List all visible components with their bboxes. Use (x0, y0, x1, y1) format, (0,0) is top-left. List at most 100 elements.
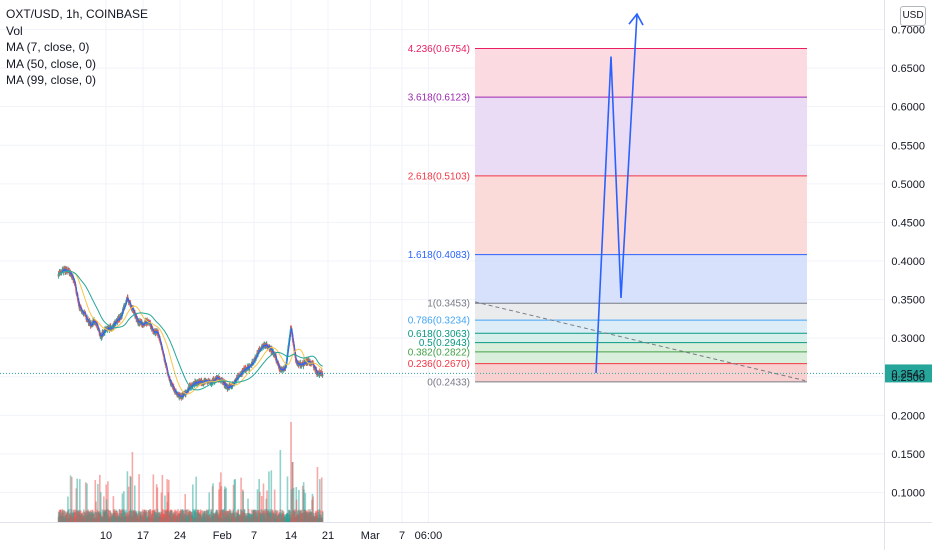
volume-bar (69, 475, 72, 522)
x-tick-label: 10 (100, 530, 112, 542)
fib-band (475, 254, 807, 304)
volume-bar (107, 510, 110, 522)
volume-bar (84, 482, 87, 522)
legend-ma7[interactable]: MA (7, close, 0) (6, 40, 90, 54)
volume-bar (93, 511, 95, 522)
volume-bar (99, 492, 102, 522)
x-tick-label: 17 (137, 530, 149, 542)
y-tick-label: 0.6000 (891, 102, 925, 114)
volume-bar (152, 474, 155, 522)
legend-ma50[interactable]: MA (50, close, 0) (6, 56, 97, 71)
volume-bar (86, 483, 88, 522)
candle-body (75, 290, 78, 293)
volume-bar (268, 471, 270, 522)
candle-body (225, 386, 227, 387)
x-tick-label: 06:00 (415, 530, 443, 542)
volume-bar (67, 496, 69, 522)
volume-bar (184, 494, 187, 522)
volume-bar (138, 474, 140, 522)
volume-bar (192, 484, 194, 522)
fibonacci-retracement[interactable]: 0(0.2433) 0.236(0.2670)0.382(0.2822)0.5(0… (408, 44, 807, 388)
fib-level-label: 3.618(0.6123) (408, 93, 470, 104)
volume-bar (298, 489, 300, 522)
volume-bar (290, 489, 293, 522)
fib-band (475, 351, 807, 364)
legend-vol[interactable]: Vol (6, 23, 23, 38)
volume-bar (295, 499, 298, 522)
candle-body (229, 387, 232, 389)
volume-bar (195, 476, 197, 522)
fib-level-label: 0.786(0.3234) (408, 316, 470, 327)
currency-button[interactable]: USD (900, 6, 926, 26)
volume-bar (126, 471, 129, 522)
candle-body (168, 377, 171, 380)
y-tick-label: 0.1500 (891, 449, 925, 461)
volume-bar (218, 482, 221, 522)
candlestick-series (57, 265, 324, 401)
volume-bar (286, 476, 289, 522)
volume-bar (220, 509, 223, 522)
volume-bar (301, 485, 304, 522)
symbol-title[interactable]: OXT/USD, 1h, COINBASE (6, 7, 149, 21)
fib-level-label: 1(0.3453) (427, 299, 470, 310)
x-tick-label: Feb (213, 530, 232, 542)
volume-bar (95, 501, 97, 522)
fib-level-label: 2.618(0.5103) (408, 171, 470, 182)
volume-bar (107, 481, 109, 522)
volume-bar (99, 474, 101, 522)
volume-bar (273, 489, 276, 522)
fib-band (475, 175, 807, 255)
volume-bar (160, 492, 163, 522)
y-tick-label: 0.2000 (891, 410, 925, 422)
volume-bar (101, 509, 104, 522)
y-tick-label: 0.4500 (891, 217, 925, 229)
volume-bar (240, 477, 242, 522)
chart-grid (0, 0, 884, 522)
candle-body (286, 355, 288, 361)
volume-bar (94, 479, 97, 522)
y-tick-label: 0.4000 (891, 256, 925, 268)
volume-bar (133, 485, 136, 522)
ma50-line (57, 270, 324, 395)
drawings[interactable]: 0.2543 (0, 12, 932, 383)
candle-body (65, 268, 68, 271)
projection-arrow (595, 14, 638, 373)
volume-bar (161, 475, 164, 522)
volume-bar (292, 487, 295, 522)
candle-body (127, 300, 130, 302)
volume-bar (304, 492, 307, 522)
volume-bar (212, 483, 214, 522)
volume-bar (270, 470, 273, 522)
legend-ma99[interactable]: MA (99, close, 0) (6, 73, 97, 87)
volume-bar (256, 489, 259, 522)
fib-band (475, 97, 807, 176)
last-price-value: 0.2543 (891, 368, 925, 380)
ma99-line (57, 270, 323, 391)
volume-bar (164, 495, 166, 522)
x-tick-label: 14 (285, 530, 297, 542)
volume-bar (294, 511, 296, 522)
volume-bar (260, 496, 263, 522)
arrow-head (628, 12, 644, 26)
volume-bar (266, 490, 268, 522)
fib-level-label: 0.618(0.3063) (408, 329, 470, 340)
volume-bar (316, 467, 319, 522)
fib-level-label: 4.236(0.6754) (408, 44, 470, 55)
volume-bar (232, 484, 235, 522)
volume-bar (192, 509, 195, 522)
volume-bars (57, 422, 324, 522)
volume-bar (129, 476, 132, 522)
volume-bar (123, 491, 125, 522)
volume-bar (291, 462, 294, 522)
fib-band (475, 303, 807, 321)
volume-bar (319, 479, 321, 522)
volume-bar (156, 487, 159, 522)
volume-bar (234, 479, 236, 522)
volume-bar (76, 478, 79, 522)
candle-body (214, 377, 216, 380)
volume-bar (166, 479, 168, 522)
volume-bar (279, 450, 282, 522)
fib-level-label: 0.382(0.2822) (408, 347, 470, 358)
candle-body (281, 370, 284, 372)
